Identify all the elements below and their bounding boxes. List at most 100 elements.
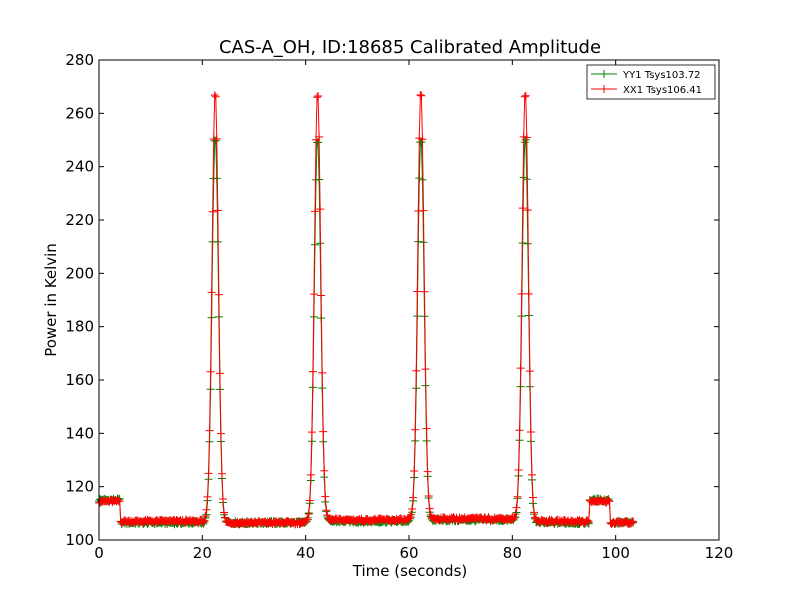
series-point-yy1-213 — [315, 175, 324, 184]
series-point-xx1-215 — [317, 291, 326, 300]
series-point-xx1-403 — [511, 510, 520, 519]
series-point-xx1-414 — [522, 133, 531, 142]
series-point-xx1-409 — [517, 289, 526, 298]
series-point-xx1-473 — [583, 516, 592, 525]
series-point-xx1-421 — [530, 508, 539, 517]
series-markers-xx1 — [95, 90, 638, 529]
x-tick-label-6: 120 — [705, 544, 734, 562]
series-point-xx1-112 — [210, 91, 219, 100]
series-point-xx1-313 — [418, 135, 427, 144]
series-point-xx1-216 — [318, 368, 327, 377]
series-point-yy1-114 — [212, 174, 221, 183]
series-point-xx1-308 — [413, 287, 422, 296]
series-point-xx1-320 — [425, 504, 434, 513]
series-point-xx1-105 — [203, 492, 212, 501]
axis-ticks: 0 20 40 60 80 100 120 100 120 140 160 180 200 220 240 2… — [65, 51, 733, 562]
series-point-xx1-106 — [204, 469, 213, 478]
x-tick-label-2: 40 — [296, 544, 315, 562]
series-point-xx1-517 — [629, 517, 638, 526]
y-tick-label-5: 200 — [65, 264, 94, 282]
series-point-xx1-315 — [420, 287, 429, 296]
series-point-xx1-306 — [411, 425, 420, 434]
series-point-xx1-104 — [202, 505, 211, 514]
series-point-xx1-420 — [529, 493, 537, 502]
series-point-xx1-417 — [525, 367, 534, 376]
x-tick-label-0: 0 — [94, 544, 104, 562]
y-tick-label-7: 240 — [65, 158, 94, 176]
x-tick-label-1: 20 — [193, 544, 212, 562]
series-point-xx1-20 — [115, 497, 124, 506]
series-point-xx1-415 — [523, 206, 532, 215]
series-point-xx1-116 — [214, 290, 223, 299]
series-point-xx1-114 — [212, 134, 221, 143]
series-point-xx1-492 — [603, 495, 612, 504]
series-point-xx1-474 — [584, 517, 593, 526]
series-point-xx1-109 — [207, 288, 216, 297]
series-point-yy1-414 — [522, 175, 531, 184]
series-point-yy1-113 — [211, 136, 220, 145]
series-point-xx1-122 — [221, 513, 230, 522]
series-point-xx1-218 — [320, 466, 329, 475]
series-point-xx1-103 — [201, 512, 210, 521]
series-point-xx1-402 — [510, 513, 519, 522]
plot-area — [95, 90, 638, 529]
y-tick-label-8: 260 — [65, 104, 94, 122]
series-point-xx1-203 — [304, 510, 313, 519]
series-point-xx1-119 — [217, 469, 226, 478]
series-point-xx1-407 — [515, 426, 524, 435]
series-point-xx1-220 — [322, 506, 331, 515]
series-point-xx1-121 — [220, 508, 229, 517]
series-point-xx1-410 — [518, 204, 527, 213]
series-point-xx1-202 — [303, 515, 312, 524]
series-point-xx1-401 — [509, 515, 518, 524]
series-point-xx1-418 — [526, 427, 535, 436]
series-point-xx1-408 — [516, 364, 525, 373]
series-point-xx1-416 — [524, 289, 533, 298]
y-tick-label-6: 220 — [65, 211, 94, 229]
legend-label-xx1: XX1 Tsys106.41 — [623, 85, 702, 96]
series-point-xx1-307 — [412, 366, 421, 375]
series-point-xx1-405 — [513, 492, 522, 501]
series-point-xx1-107 — [205, 426, 214, 435]
series-point-xx1-404 — [512, 503, 521, 512]
series-point-xx1-317 — [422, 424, 431, 433]
legend-label-yy1: YY1 Tsys103.72 — [622, 70, 701, 81]
series-point-xx1-316 — [421, 365, 430, 374]
series-point-xx1-207 — [308, 367, 317, 376]
series-point-xx1-304 — [409, 493, 418, 502]
series-point-xx1-302 — [407, 510, 416, 519]
series-point-xx1-219 — [321, 492, 330, 501]
series-point-yy1-313 — [418, 175, 427, 184]
series-point-xx1-412 — [520, 92, 529, 101]
series-point-xx1-102 — [200, 516, 209, 525]
y-tick-label-2: 140 — [65, 424, 94, 442]
series-point-xx1-118 — [216, 429, 225, 438]
series-point-xx1-115 — [213, 206, 222, 215]
x-tick-label-4: 80 — [503, 544, 522, 562]
series-point-xx1-413 — [521, 91, 530, 100]
series-point-xx1-311 — [416, 90, 425, 99]
series-point-xx1-493 — [604, 496, 613, 505]
series-point-xx1-319 — [424, 492, 433, 501]
y-tick-label-0: 100 — [65, 531, 94, 549]
series-point-xx1-18 — [113, 495, 122, 504]
series-point-xx1-110 — [208, 207, 217, 216]
series-point-xx1-205 — [306, 470, 315, 479]
legend-box — [586, 64, 716, 100]
y-tick-label-1: 120 — [65, 478, 94, 496]
y-tick-label-9: 280 — [65, 51, 94, 69]
series-point-xx1-318 — [423, 467, 432, 476]
series-point-xx1-211 — [313, 93, 322, 102]
legend: YY1 Tsys103.72 XX1 Tsys106.41 — [586, 64, 716, 100]
y-tick-label-3: 160 — [65, 371, 94, 389]
series-point-xx1-213 — [315, 132, 324, 141]
x-tick-label-5: 100 — [601, 544, 630, 562]
series-point-xx1-209 — [310, 207, 319, 216]
chart-title: CAS-A_OH, ID:18685 Calibrated Amplitude — [219, 37, 601, 58]
series-point-xx1-108 — [206, 367, 215, 376]
series-point-xx1-314 — [419, 206, 428, 215]
series-point-xx1-208 — [309, 290, 318, 299]
x-axis-label: Time (seconds) — [352, 562, 468, 580]
series-point-xx1-217 — [319, 427, 328, 436]
